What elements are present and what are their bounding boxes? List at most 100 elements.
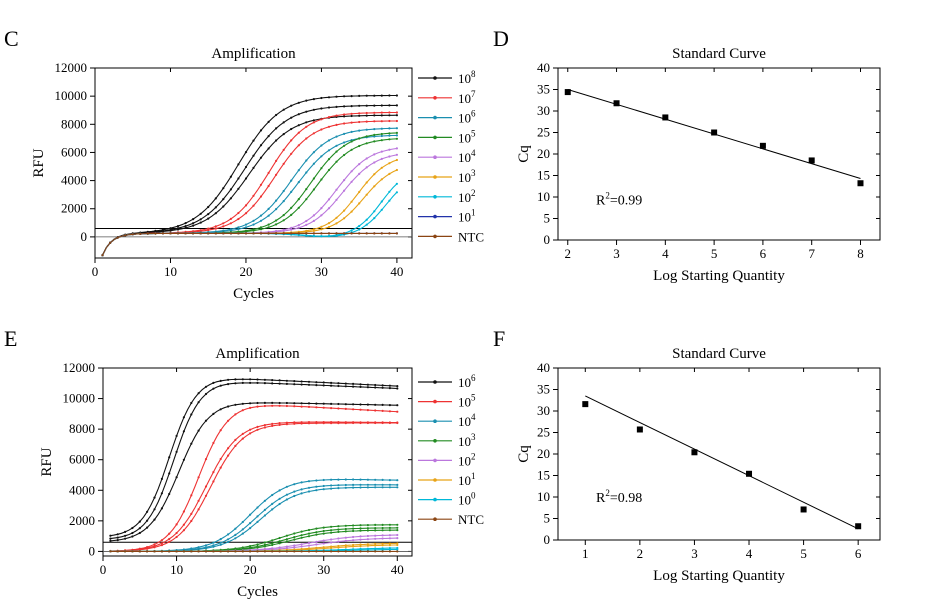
series-marker xyxy=(271,539,274,542)
series-marker xyxy=(237,177,240,180)
series-marker xyxy=(300,488,303,491)
series-marker xyxy=(229,229,232,232)
series-marker xyxy=(307,490,311,493)
series-marker xyxy=(315,489,318,492)
series-marker xyxy=(320,235,323,238)
series-marker xyxy=(227,405,230,408)
series-marker xyxy=(285,423,288,426)
series-marker xyxy=(271,508,274,511)
series-marker xyxy=(175,550,178,553)
series-marker xyxy=(219,429,222,432)
series-marker xyxy=(109,550,112,553)
series-marker xyxy=(381,386,384,389)
x-tick-label: 30 xyxy=(315,264,328,279)
legend-marker xyxy=(433,234,437,239)
series-marker xyxy=(256,405,259,408)
series-marker xyxy=(227,378,230,381)
series-marker xyxy=(278,401,281,405)
r2-annotation: R2=0.98 xyxy=(596,488,642,506)
x-tick-label: 10 xyxy=(164,264,177,279)
series-marker xyxy=(285,545,288,548)
series-marker xyxy=(365,104,368,107)
series-line-1-2 xyxy=(110,422,398,552)
series-marker xyxy=(358,137,361,140)
series-marker xyxy=(116,533,119,536)
series-marker xyxy=(278,404,281,407)
series-marker xyxy=(359,538,362,541)
series-marker xyxy=(322,539,325,542)
series-line-6-0 xyxy=(102,183,398,256)
series-marker xyxy=(244,226,248,229)
series-marker xyxy=(388,111,391,114)
series-marker xyxy=(278,542,281,545)
series-marker xyxy=(352,550,355,553)
series-marker xyxy=(327,158,331,161)
y-tick-label: 12000 xyxy=(63,360,96,375)
series-marker xyxy=(320,96,323,100)
series-marker xyxy=(169,229,172,232)
legend-label: 104 xyxy=(458,412,476,429)
series-marker xyxy=(352,385,355,388)
series-marker xyxy=(275,232,278,235)
y-tick-label: 0 xyxy=(544,532,551,547)
series-marker xyxy=(275,173,278,176)
series-marker xyxy=(388,548,391,551)
series-marker xyxy=(241,550,244,553)
series-marker xyxy=(373,173,376,176)
series-marker xyxy=(237,226,240,229)
series-marker xyxy=(190,442,193,445)
series-marker xyxy=(359,550,362,553)
y-tick-label: 25 xyxy=(537,425,550,440)
series-marker xyxy=(320,207,323,210)
series-marker xyxy=(153,546,156,549)
series-marker xyxy=(330,484,333,487)
series-marker xyxy=(259,219,263,222)
series-marker xyxy=(300,422,303,425)
series-marker xyxy=(192,232,195,235)
series-marker xyxy=(229,175,232,178)
series-marker xyxy=(307,541,311,545)
series-marker xyxy=(139,232,142,235)
series-marker xyxy=(282,232,285,235)
series-marker xyxy=(282,219,285,222)
series-marker xyxy=(241,432,244,435)
series-marker xyxy=(381,384,384,387)
series-marker xyxy=(285,493,288,496)
series-marker xyxy=(307,535,311,538)
data-point-0 xyxy=(564,89,571,96)
series-marker xyxy=(256,550,259,553)
series-marker xyxy=(365,120,368,123)
series-marker xyxy=(160,542,163,545)
series-marker xyxy=(373,128,376,131)
series-marker xyxy=(322,478,325,482)
series-marker xyxy=(259,195,263,198)
series-marker xyxy=(229,197,232,200)
series-marker xyxy=(335,222,338,225)
series-marker xyxy=(330,529,333,532)
series-marker xyxy=(146,232,149,235)
series-marker xyxy=(373,210,376,213)
series-marker xyxy=(207,213,210,216)
series-marker xyxy=(199,212,202,215)
series-marker xyxy=(282,162,285,165)
series-marker xyxy=(358,144,361,148)
series-marker xyxy=(343,153,346,157)
series-marker xyxy=(365,135,368,138)
series-marker xyxy=(241,378,244,381)
series-marker xyxy=(204,392,208,396)
series-marker xyxy=(176,232,180,235)
series-line-2-1 xyxy=(110,484,398,552)
series-marker xyxy=(190,519,193,523)
series-marker xyxy=(256,506,259,509)
series-marker xyxy=(380,200,383,203)
series-marker xyxy=(381,544,384,547)
series-marker xyxy=(312,98,315,101)
chart-title: Amplification xyxy=(215,346,300,362)
legend-label: NTC xyxy=(458,229,484,244)
x-tick-label: 5 xyxy=(800,546,807,561)
panel-letter: F xyxy=(493,326,505,351)
series-marker xyxy=(380,157,383,160)
panel-e: E Amplification 0 10 20 30 40 0 2000 4000 6000 8000… xyxy=(4,326,484,600)
series-marker xyxy=(227,540,230,544)
series-marker xyxy=(204,544,208,547)
